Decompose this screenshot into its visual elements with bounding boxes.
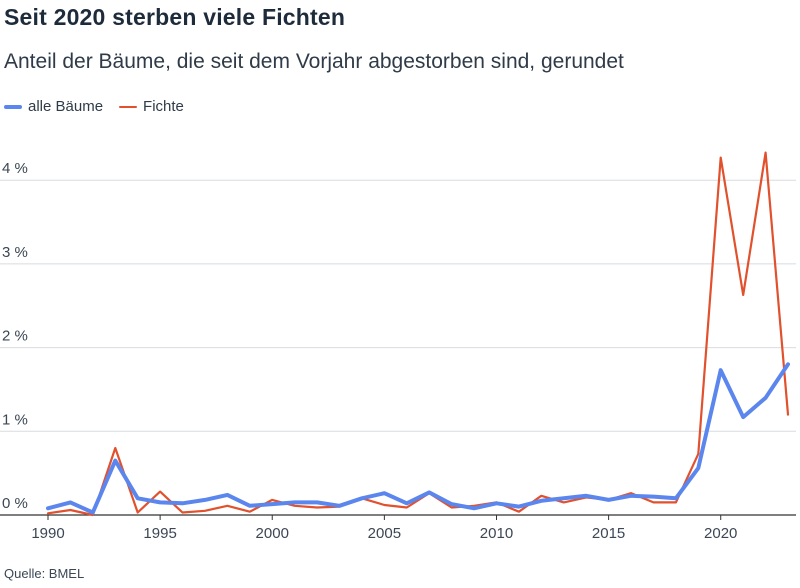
- y-tick-label: 4 %: [2, 160, 28, 177]
- y-tick-label: 2 %: [2, 328, 28, 345]
- x-tick-label: 2015: [592, 525, 625, 542]
- y-tick-label: 0 %: [2, 495, 28, 512]
- line-chart: 0 % 1 % 2 % 3 % 4 % 1990 1995 2000 2005 2010 2015 2…: [0, 151, 796, 542]
- legend-item-alle-baeume: alle Bäume: [4, 98, 103, 115]
- x-tick-label: 2020: [704, 525, 737, 542]
- series-line-fichte: [46, 151, 790, 517]
- legend-item-fichte: Fichte: [119, 98, 184, 115]
- x-tick-label: 2010: [480, 525, 513, 542]
- chart-title: Seit 2020 sterben viele Fichten: [4, 4, 346, 30]
- x-tick-label: 1995: [143, 525, 176, 542]
- y-tick-label: 3 %: [2, 244, 28, 261]
- legend-swatch-fichte: [119, 105, 138, 108]
- legend-label-fichte: Fichte: [143, 98, 184, 115]
- x-tick-label: 2000: [256, 525, 289, 542]
- y-tick-label: 1 %: [2, 411, 28, 428]
- x-tick-label: 2005: [368, 525, 401, 542]
- legend-label-alle-baeume: alle Bäume: [28, 98, 104, 115]
- chart-subtitle: Anteil der Bäume, die seit dem Vorjahr a…: [4, 50, 624, 73]
- x-tick-label: 1990: [31, 525, 64, 542]
- legend: alle Bäume Fichte: [4, 98, 200, 115]
- series-line-alle-baeume: [46, 362, 790, 515]
- legend-swatch-alle-baeume: [4, 104, 22, 109]
- chart-source: Quelle: BMEL: [4, 566, 85, 581]
